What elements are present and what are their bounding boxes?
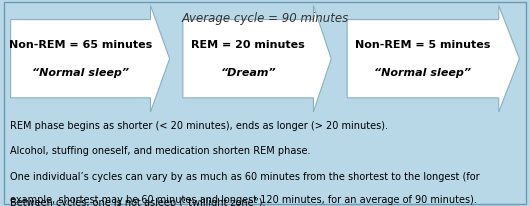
Polygon shape — [183, 6, 331, 112]
Text: REM phase begins as shorter (< 20 minutes), ends as longer (> 20 minutes).: REM phase begins as shorter (< 20 minute… — [10, 121, 387, 131]
Polygon shape — [11, 6, 170, 112]
Polygon shape — [347, 6, 519, 112]
Text: REM = 20 minutes: REM = 20 minutes — [191, 40, 305, 50]
Text: “Normal sleep”: “Normal sleep” — [374, 68, 472, 78]
Text: “Dream”: “Dream” — [220, 68, 276, 78]
Text: One individual’s cycles can vary by as much as 60 minutes from the shortest to t: One individual’s cycles can vary by as m… — [10, 172, 479, 182]
Text: Between cycles, one is not asleep (“twillight zone”).: Between cycles, one is not asleep (“twil… — [10, 198, 265, 206]
Text: “Normal sleep”: “Normal sleep” — [32, 68, 129, 78]
Text: Alcohol, stuffing oneself, and medication shorten REM phase.: Alcohol, stuffing oneself, and medicatio… — [10, 146, 310, 156]
Text: Non-REM = 5 minutes: Non-REM = 5 minutes — [355, 40, 491, 50]
Text: example, shortest may be 60 minutes and longest 120 minutes, for an average of 9: example, shortest may be 60 minutes and … — [10, 195, 476, 205]
Text: Non-REM = 65 minutes: Non-REM = 65 minutes — [9, 40, 152, 50]
Text: Average cycle = 90 minutes: Average cycle = 90 minutes — [181, 12, 349, 25]
